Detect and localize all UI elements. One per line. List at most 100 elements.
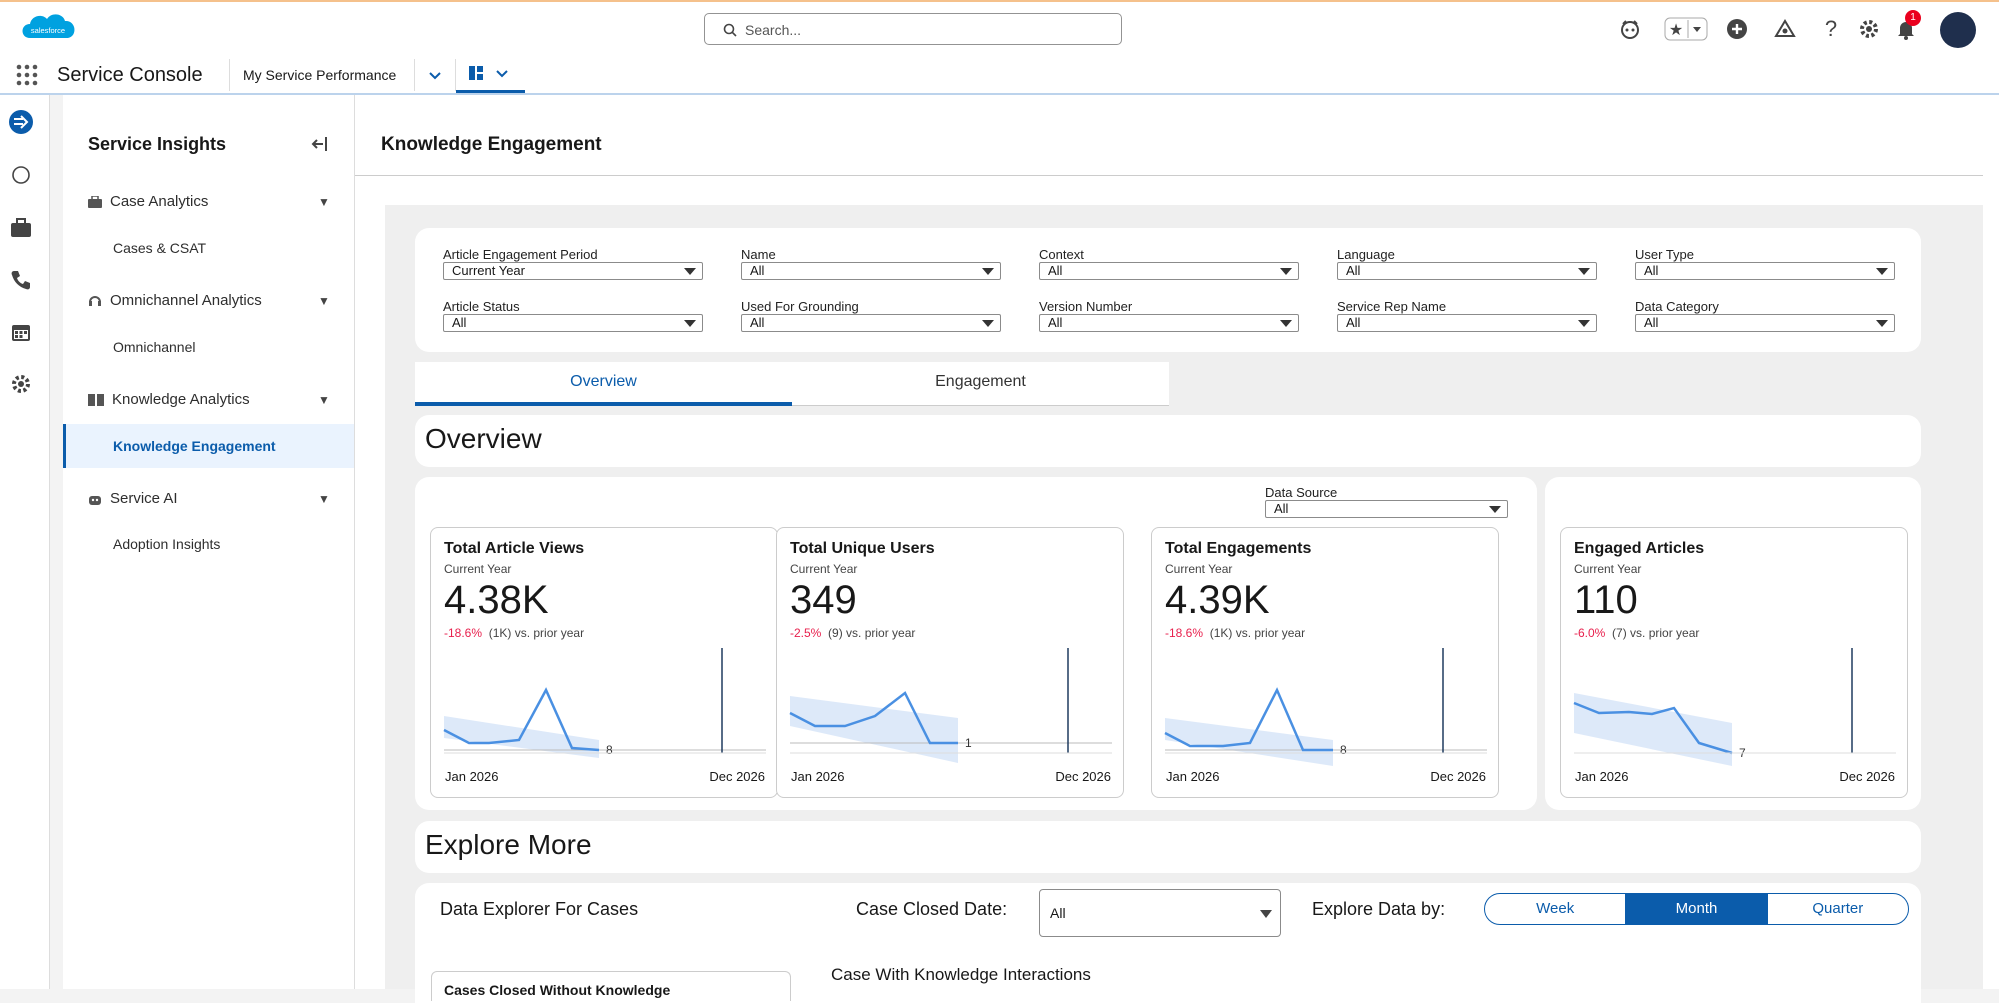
filter-used-for-grounding[interactable]: Used For Grounding All bbox=[741, 299, 1001, 332]
data-source-filter[interactable]: Data Source All bbox=[1265, 485, 1508, 518]
filter-select[interactable]: All bbox=[1039, 262, 1299, 280]
filter-select[interactable]: All bbox=[1635, 262, 1895, 280]
expand-caret-icon[interactable]: ▼ bbox=[318, 194, 330, 209]
add-icon[interactable] bbox=[1724, 16, 1750, 42]
kpi-delta: -6.0% (7) vs. prior year bbox=[1574, 626, 1699, 640]
divider bbox=[455, 59, 456, 91]
kpi-tile-total-article-views[interactable]: Total Article Views Current Year 4.38K -18.… bbox=[430, 527, 778, 798]
filter-version-number[interactable]: Version Number All bbox=[1039, 299, 1299, 332]
sidebar-section-label: Service AI bbox=[110, 490, 178, 507]
collapse-sidebar-icon[interactable] bbox=[310, 136, 328, 152]
einstein-icon[interactable] bbox=[1617, 16, 1643, 42]
x-axis-end-label: Dec 2026 bbox=[1839, 769, 1895, 784]
kpi-delta: -18.6% (1K) vs. prior year bbox=[1165, 626, 1305, 640]
filter-label: Name bbox=[741, 247, 776, 262]
utility-rail bbox=[0, 95, 50, 989]
filter-article-engagement-period[interactable]: Article Engagement Period Current Year bbox=[443, 247, 703, 280]
routing-icon[interactable] bbox=[8, 109, 34, 135]
svg-text:salesforce: salesforce bbox=[31, 26, 65, 35]
sparkline bbox=[789, 691, 958, 745]
nav-menu-selector[interactable] bbox=[456, 55, 525, 93]
x-axis-start-label: Jan 2026 bbox=[1166, 769, 1220, 784]
sparkline bbox=[1164, 687, 1333, 752]
filter-label: Context bbox=[1039, 247, 1084, 262]
expand-caret-icon[interactable]: ▼ bbox=[318, 293, 330, 308]
filter-user-type[interactable]: User Type All bbox=[1635, 247, 1895, 280]
settings-gear-icon[interactable] bbox=[8, 371, 34, 397]
kpi-delta-absolute: (9) vs. prior year bbox=[828, 626, 916, 640]
svg-text:★: ★ bbox=[1669, 22, 1683, 39]
search-icon bbox=[723, 23, 737, 37]
filter-select[interactable]: All bbox=[741, 262, 1001, 280]
filter-select[interactable]: All bbox=[741, 314, 1001, 332]
calendar-icon[interactable] bbox=[8, 319, 34, 345]
section-title: Explore More bbox=[425, 829, 592, 860]
x-axis-start-label: Jan 2026 bbox=[1575, 769, 1629, 784]
nav-tab-my-service-performance[interactable]: My Service Performance bbox=[243, 67, 397, 83]
filter-data-category[interactable]: Data Category All bbox=[1635, 299, 1895, 332]
x-axis-start-label: Jan 2026 bbox=[791, 769, 845, 784]
sidebar-section-omnichannel-analytics[interactable]: Omnichannel Analytics ▼ bbox=[88, 292, 330, 309]
granularity-quarter-button[interactable]: Quarter bbox=[1812, 900, 1864, 917]
sidebar-section-case-analytics[interactable]: Case Analytics ▼ bbox=[88, 193, 330, 210]
filter-service-rep-name[interactable]: Service Rep Name All bbox=[1337, 299, 1597, 332]
granularity-week-button[interactable]: Week bbox=[1485, 894, 1627, 924]
kpi-delta-percent: -18.6% bbox=[444, 626, 483, 640]
filter-context[interactable]: Context All bbox=[1039, 247, 1299, 280]
sidebar-item-cases-csat[interactable]: Cases & CSAT bbox=[113, 240, 207, 256]
user-avatar[interactable] bbox=[1940, 12, 1976, 48]
trailhead-icon[interactable] bbox=[1772, 16, 1798, 42]
filter-select[interactable]: Current Year bbox=[443, 262, 703, 280]
app-launcher-icon[interactable] bbox=[16, 64, 38, 86]
tab-engagement[interactable]: Engagement bbox=[792, 362, 1169, 406]
kpi-container: Data Source All Total Article Views Curre… bbox=[415, 477, 1537, 810]
search-placeholder: Search... bbox=[745, 22, 802, 38]
divider bbox=[414, 59, 415, 91]
filter-label: Used For Grounding bbox=[741, 299, 859, 314]
expand-caret-icon[interactable]: ▼ bbox=[318, 392, 330, 407]
filter-name[interactable]: Name All bbox=[741, 247, 1001, 280]
favorites-star-icon[interactable]: ★ bbox=[1662, 16, 1710, 42]
sparkline-chart: 8 bbox=[1164, 648, 1487, 766]
granularity-month-button[interactable]: Month bbox=[1626, 894, 1768, 924]
status-circle-icon[interactable] bbox=[8, 162, 34, 188]
expand-caret-icon[interactable]: ▼ bbox=[318, 491, 330, 506]
sidebar-item-knowledge-engagement[interactable]: Knowledge Engagement bbox=[63, 424, 354, 468]
setup-gear-icon[interactable] bbox=[1856, 16, 1882, 42]
chevron-down-icon[interactable] bbox=[425, 65, 445, 85]
kpi-tile-total-unique-users[interactable]: Total Unique Users Current Year 349 -2.5% (… bbox=[776, 527, 1124, 798]
sidebar-item-adoption-insights[interactable]: Adoption Insights bbox=[113, 536, 221, 552]
filter-select[interactable]: All bbox=[1337, 314, 1597, 332]
briefcase-icon[interactable] bbox=[8, 215, 34, 241]
kpi-delta-absolute: (1K) vs. prior year bbox=[488, 626, 585, 640]
help-icon[interactable]: ? bbox=[1824, 16, 1838, 41]
case-closed-date-select[interactable]: All bbox=[1039, 889, 1281, 937]
kpi-period: Current Year bbox=[444, 562, 512, 576]
filter-select[interactable]: All bbox=[1265, 500, 1508, 518]
global-search-input[interactable]: Search... bbox=[704, 13, 1122, 45]
sidebar-item-label: Knowledge Engagement bbox=[113, 438, 276, 454]
x-axis-end-label: Dec 2026 bbox=[1055, 769, 1111, 784]
sidebar-item-omnichannel[interactable]: Omnichannel bbox=[113, 339, 196, 355]
filter-article-status[interactable]: Article Status All bbox=[443, 299, 703, 332]
sidebar-section-knowledge-analytics[interactable]: Knowledge Analytics ▼ bbox=[88, 391, 330, 408]
salesforce-logo[interactable]: salesforce bbox=[18, 8, 80, 50]
book-icon bbox=[88, 393, 104, 406]
tab-overview[interactable]: Overview bbox=[415, 362, 792, 406]
kpi-value: 349 bbox=[790, 578, 857, 622]
x-axis-end-label: Dec 2026 bbox=[709, 769, 765, 784]
sparkline bbox=[443, 687, 600, 752]
filter-select[interactable]: All bbox=[1337, 262, 1597, 280]
kpi-tile-engaged-articles[interactable]: Engaged Articles Current Year 110 -6.0% (7)… bbox=[1560, 527, 1908, 798]
filter-select[interactable]: All bbox=[1039, 314, 1299, 332]
filter-label: Language bbox=[1337, 247, 1395, 262]
kpi-tile-total-engagements[interactable]: Total Engagements Current Year 4.39K -18.6%… bbox=[1151, 527, 1499, 798]
sparkline-end-label: 8 bbox=[1340, 743, 1347, 757]
filter-language[interactable]: Language All bbox=[1337, 247, 1597, 280]
filter-select[interactable]: All bbox=[1635, 314, 1895, 332]
filter-select[interactable]: All bbox=[443, 314, 703, 332]
sidebar-section-service-ai[interactable]: Service AI ▼ bbox=[88, 490, 330, 507]
sidebar-section-label: Knowledge Analytics bbox=[112, 391, 250, 408]
sparkline-chart: 8 bbox=[443, 648, 766, 758]
phone-icon[interactable] bbox=[8, 267, 34, 293]
